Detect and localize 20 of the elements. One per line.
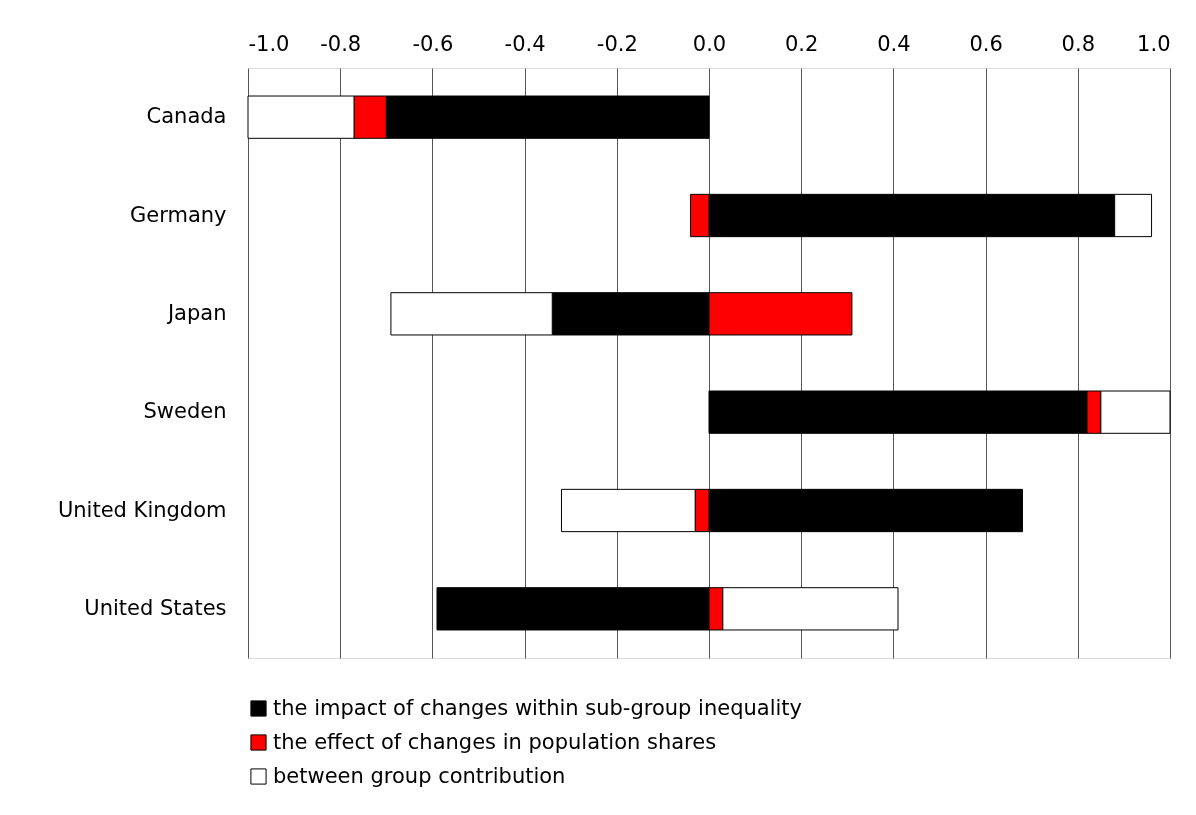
y-tick-label: Sweden [143,399,227,424]
y-tick-label: United Kingdom [57,497,227,522]
y-tick-label: Germany [129,202,227,227]
x-tick-label: -0.8 [320,31,362,56]
x-tick-label: 1.0 [1137,31,1171,56]
x-tick-label: -0.6 [412,31,454,56]
x-tick-label: 0.2 [785,31,819,56]
legend-label: the impact of changes within sub-group inequality [273,695,802,720]
y-tick-label: Canada [146,104,227,129]
x-tick-label: 0.8 [1061,31,1095,56]
x-tick-label: -0.4 [504,31,546,56]
x-tick-label: 0.6 [969,31,1003,56]
x-tick-label: 0.0 [692,31,727,56]
y-tick-label: United States [84,595,227,620]
y-tick-label: Japan [165,300,227,325]
x-tick-label: 0.4 [877,31,911,56]
x-tick-label: -0.2 [596,31,638,56]
x-tick-label: -1.0 [248,31,290,56]
legend-label: the effect of changes in population shares [273,729,717,754]
legend-label: between group contribution [273,763,566,788]
